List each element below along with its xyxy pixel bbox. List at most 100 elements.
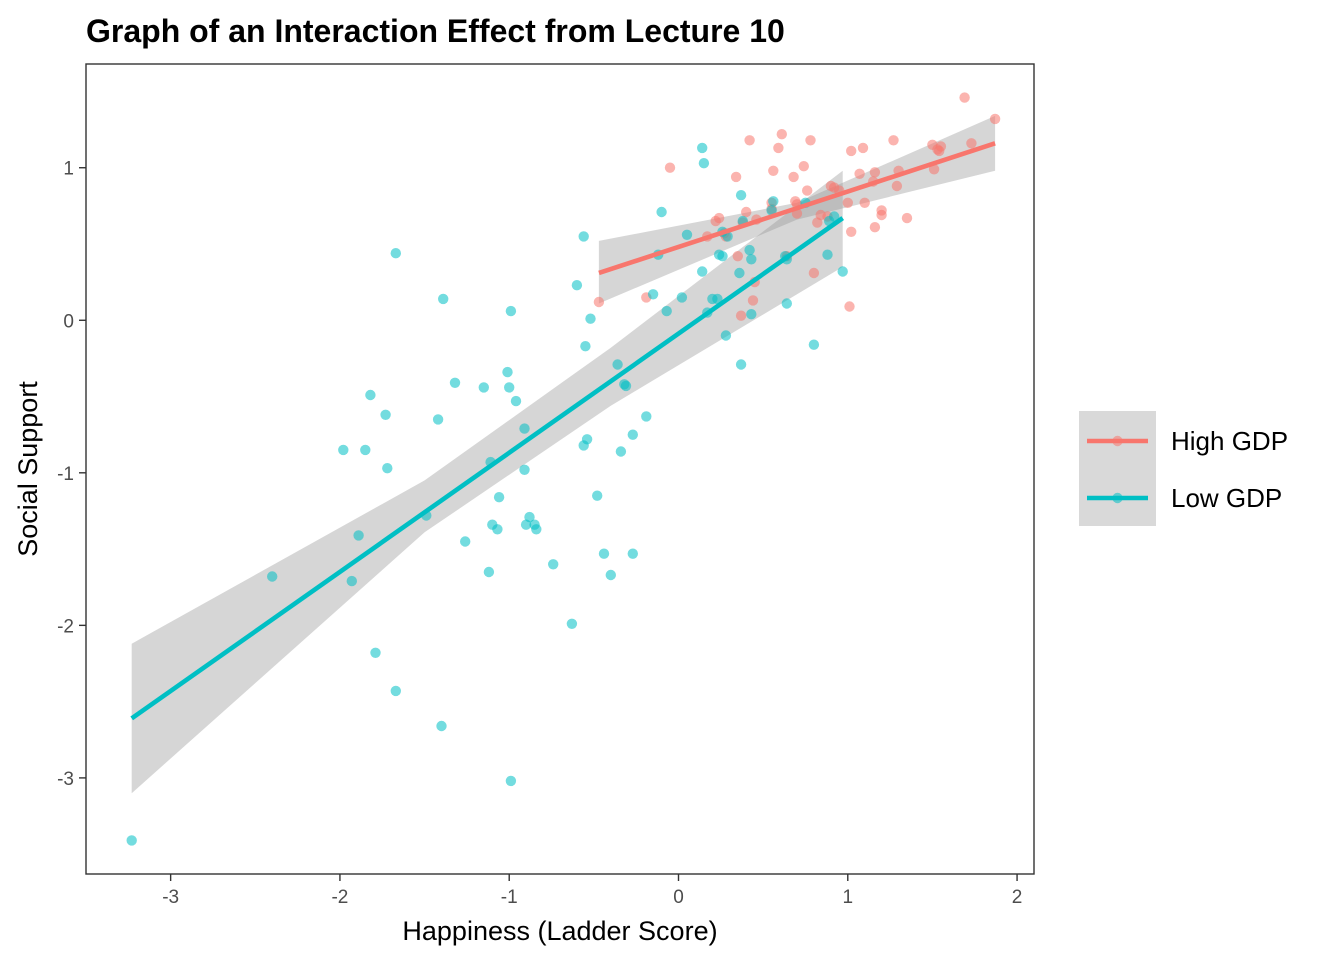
data-point bbox=[966, 138, 977, 149]
data-point bbox=[492, 524, 503, 535]
data-point bbox=[746, 309, 757, 320]
data-point bbox=[390, 685, 401, 697]
data-point bbox=[360, 444, 371, 456]
data-point bbox=[805, 135, 816, 146]
data-point bbox=[126, 835, 137, 846]
data-point bbox=[592, 490, 603, 501]
data-point bbox=[519, 464, 530, 475]
data-point bbox=[627, 548, 638, 559]
data-point bbox=[730, 171, 742, 183]
data-point bbox=[935, 141, 947, 152]
data-point bbox=[620, 380, 632, 392]
legend-label: High GDP bbox=[1171, 426, 1288, 456]
x-tick-label: -1 bbox=[501, 887, 518, 908]
data-point bbox=[717, 251, 728, 262]
data-point bbox=[697, 266, 708, 277]
data-point bbox=[615, 446, 627, 457]
data-point bbox=[449, 377, 461, 388]
data-point bbox=[612, 359, 623, 370]
data-point bbox=[829, 211, 840, 222]
data-point bbox=[390, 248, 401, 259]
data-point bbox=[598, 548, 610, 559]
data-point bbox=[766, 205, 777, 216]
plot-panel bbox=[85, 63, 1035, 875]
legend-label: Low GDP bbox=[1171, 483, 1282, 513]
x-tick-label: 2 bbox=[1012, 887, 1023, 908]
data-point bbox=[438, 293, 449, 305]
data-point bbox=[531, 524, 542, 535]
data-point bbox=[744, 135, 755, 146]
x-tick-label: -2 bbox=[331, 887, 348, 908]
x-axis: -3 -2 -1 0 1 2 bbox=[162, 874, 1022, 908]
fit-line-0 bbox=[598, 141, 996, 276]
x-tick-label: 0 bbox=[673, 887, 684, 908]
y-tick-label: 1 bbox=[63, 159, 74, 180]
ci-band-1 bbox=[131, 170, 843, 794]
data-point bbox=[869, 167, 881, 178]
y-tick-label: 0 bbox=[63, 311, 74, 332]
data-point bbox=[267, 571, 278, 582]
data-point bbox=[773, 142, 784, 154]
data-point bbox=[504, 382, 515, 393]
data-point bbox=[676, 292, 688, 303]
data-point bbox=[768, 196, 779, 207]
data-point bbox=[698, 158, 710, 169]
data-point bbox=[712, 293, 723, 305]
data-point bbox=[647, 289, 659, 300]
data-point bbox=[802, 185, 813, 196]
data-point bbox=[822, 249, 833, 260]
data-point bbox=[365, 389, 376, 401]
legend: High GDP Low GDP bbox=[1079, 411, 1288, 526]
data-point bbox=[493, 492, 505, 503]
data-point bbox=[524, 511, 535, 523]
data-point bbox=[846, 226, 857, 237]
data-point bbox=[888, 135, 899, 146]
data-point bbox=[585, 313, 596, 324]
x-tick-label: 1 bbox=[842, 887, 853, 908]
data-point bbox=[483, 566, 495, 578]
data-point bbox=[502, 366, 513, 378]
data-point bbox=[959, 92, 970, 103]
x-tick-label: -3 bbox=[162, 887, 179, 908]
data-point bbox=[876, 205, 887, 216]
data-point bbox=[519, 423, 530, 434]
data-point bbox=[370, 647, 381, 658]
data-point bbox=[432, 414, 444, 425]
data-point bbox=[581, 434, 593, 445]
data-point bbox=[798, 161, 809, 172]
data-point bbox=[505, 775, 517, 787]
data-point bbox=[571, 280, 583, 291]
y-tick-label: -1 bbox=[57, 464, 74, 485]
data-point bbox=[661, 305, 672, 317]
data-point bbox=[859, 197, 870, 208]
data-point bbox=[901, 212, 913, 224]
data-point bbox=[548, 559, 559, 570]
data-point bbox=[641, 411, 652, 422]
data-point bbox=[735, 310, 747, 321]
data-point bbox=[478, 382, 489, 393]
data-point bbox=[854, 168, 865, 179]
data-point bbox=[857, 142, 869, 154]
plot-background bbox=[86, 64, 1034, 874]
data-point bbox=[566, 618, 578, 629]
data-point bbox=[580, 341, 591, 352]
data-point bbox=[837, 266, 848, 277]
data-point bbox=[627, 429, 638, 440]
data-point bbox=[781, 298, 792, 309]
legend-key-point bbox=[1112, 492, 1123, 504]
data-point bbox=[746, 254, 757, 265]
data-point bbox=[338, 444, 349, 456]
data-point bbox=[732, 251, 743, 262]
data-point bbox=[353, 530, 364, 541]
plot-border bbox=[85, 63, 1035, 875]
data-point bbox=[697, 142, 708, 154]
data-point bbox=[741, 206, 752, 218]
y-tick-label: -2 bbox=[57, 616, 74, 637]
data-point bbox=[735, 359, 747, 370]
data-point bbox=[844, 301, 855, 312]
fit-line-1 bbox=[130, 216, 845, 721]
data-point bbox=[605, 569, 616, 581]
data-point bbox=[734, 267, 745, 279]
data-point bbox=[664, 162, 676, 173]
data-point bbox=[578, 231, 589, 242]
